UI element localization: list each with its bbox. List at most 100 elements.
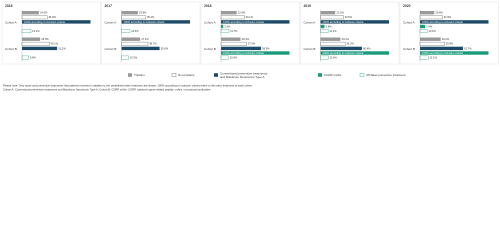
legend-swatch [318, 73, 322, 77]
bar [220, 41, 247, 46]
value-label: 11.7% [230, 29, 238, 33]
value-label: 38.7% [149, 42, 157, 46]
cohort-label: Cohort B [204, 47, 216, 51]
value-label: 58.3% [262, 46, 270, 50]
bar [420, 24, 426, 29]
bar [121, 29, 131, 33]
page: {"chart_data": [ {"type": "bar", "title"… [0, 0, 500, 98]
value-label: 100% according to inclusion criteria [422, 51, 463, 55]
bar [121, 55, 129, 60]
panel-title: 2018 [204, 4, 212, 8]
legend-swatch [214, 73, 218, 77]
bar [21, 55, 29, 60]
cohort-label: Cohort B [403, 47, 415, 51]
bar [121, 41, 149, 46]
panel-title: 2019 [304, 4, 312, 8]
bar [21, 29, 32, 33]
value-label: 10.3% [130, 55, 138, 59]
value-label: 100% according to inclusion criteria [24, 20, 65, 24]
bar [22, 46, 58, 51]
bar [320, 37, 341, 41]
bar [320, 24, 325, 29]
bar [419, 55, 429, 60]
bar [320, 15, 344, 20]
legend-label: CGRP mAbs [324, 73, 342, 77]
value-label: 3.2% [224, 24, 231, 28]
value-label: 100% according to inclusion criteria [323, 51, 364, 55]
value-label: 12.4% [131, 29, 139, 33]
value-label: 33.6% [345, 15, 353, 19]
bar [320, 55, 329, 60]
value-label: 13.1% [32, 29, 40, 33]
value-label: 37.5% [248, 42, 256, 46]
value-label: 24.6% [40, 11, 48, 15]
value-label: 36.9% [48, 15, 56, 19]
cohort-label: Cohort A [403, 20, 415, 24]
value-label: 100% according to inclusion criteria [323, 20, 364, 24]
bar [320, 41, 346, 46]
value-label: 23.8% [139, 11, 147, 15]
cohort-label: Cohort B [5, 47, 17, 51]
value-label: 32.9% [444, 15, 452, 19]
footnote: Please note: Only acute and preventive t… [3, 84, 253, 88]
legend-label: Triptans [134, 73, 145, 77]
value-label: 5.8% [326, 24, 333, 28]
bar [22, 37, 41, 41]
value-label: 40.1% [51, 42, 59, 46]
value-label: 30.2% [442, 37, 450, 41]
bar [420, 51, 489, 55]
value-label: 60.4% [363, 46, 371, 50]
bar [121, 46, 160, 51]
bar [420, 11, 435, 15]
value-label: 51.2% [58, 46, 66, 50]
cohort-label: Cohort A [105, 20, 117, 24]
bar [320, 29, 329, 33]
bar [221, 37, 241, 41]
bar [121, 20, 190, 24]
bar [221, 11, 237, 15]
cohort-label: Cohort B [105, 47, 117, 51]
value-label: 7.4% [426, 24, 433, 28]
value-label: 10.6% [428, 29, 436, 33]
bar [121, 11, 138, 15]
legend-label: Non-triptans [178, 73, 195, 77]
panel-title: 2020 [403, 4, 411, 8]
value-label: 12.1% [429, 55, 437, 59]
value-label: 35.4% [147, 15, 155, 19]
legend-swatch [128, 73, 132, 77]
value-label: 22.9% [238, 11, 246, 15]
value-label: 100% according to inclusion criteria [223, 20, 264, 24]
value-label: 35.8% [446, 42, 454, 46]
value-label: 100% according to inclusion criteria [124, 20, 165, 24]
value-label: 55.6% [161, 46, 169, 50]
bar [419, 29, 428, 33]
bar [220, 29, 230, 33]
bar [220, 15, 245, 20]
cohort-label: Cohort A [304, 20, 316, 24]
value-label: 28.4% [242, 37, 250, 41]
cohort-label: Cohort B [304, 47, 316, 51]
value-label: 34.1% [246, 15, 254, 19]
bar [420, 46, 463, 51]
value-label: 11.6% [330, 55, 338, 59]
legend-swatch [171, 73, 177, 77]
bar [221, 51, 290, 55]
value-label: 100% according to inclusion criteria [223, 51, 264, 55]
bar [221, 20, 290, 24]
value-label: 20.8% [435, 11, 443, 15]
panel-title: 2016 [5, 4, 13, 8]
value-label: 36.2% [346, 42, 354, 46]
bar [121, 37, 141, 41]
bar [22, 11, 39, 15]
value-label: 26.5% [41, 37, 49, 41]
bar [320, 51, 389, 55]
bar [320, 20, 389, 24]
legend-label: Conventional preventive treatments and Bo… [220, 71, 268, 78]
value-label: 27.2% [141, 37, 149, 41]
value-label: 21.5% [336, 11, 344, 15]
footnote: Cohort A: Conventional preventive treatm… [3, 88, 211, 92]
legend-swatch [359, 73, 365, 77]
value-label: 10.9% [230, 55, 238, 59]
cohort-label: Cohort A [5, 20, 17, 24]
